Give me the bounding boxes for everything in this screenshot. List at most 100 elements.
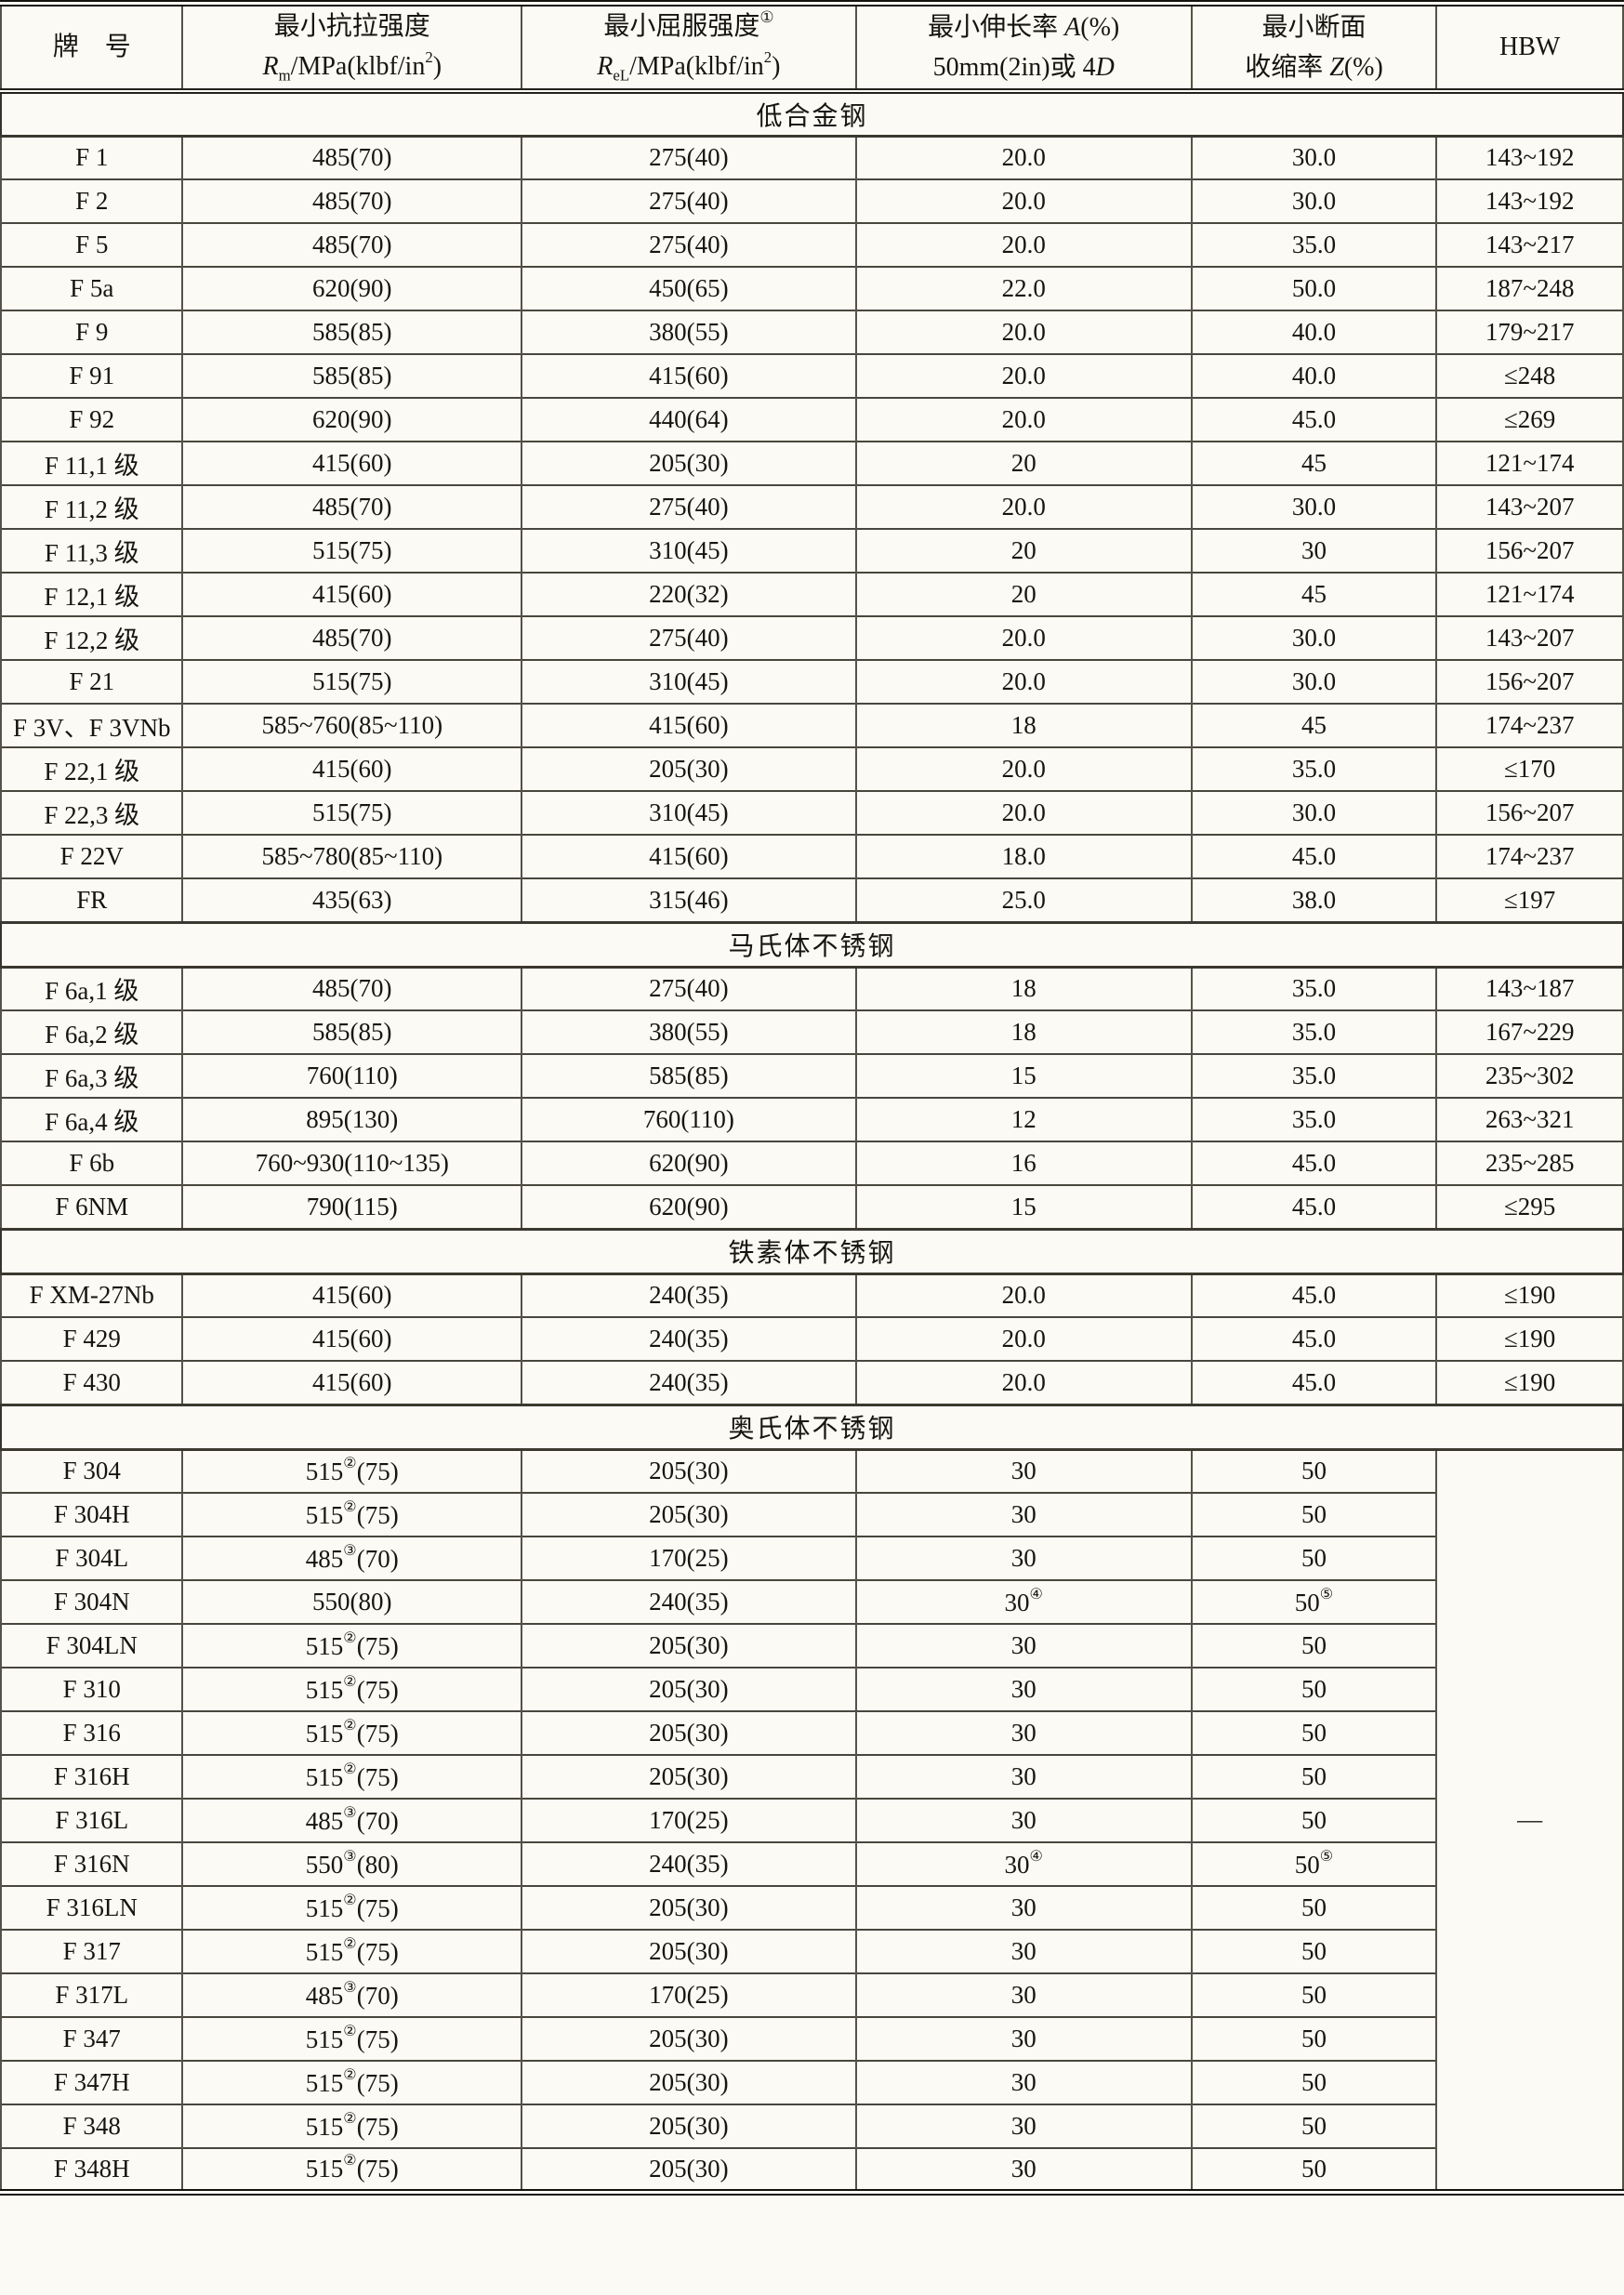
value-cell: 515②(75) bbox=[181, 1667, 523, 1712]
value-cell: 30 bbox=[854, 1492, 1193, 1537]
header-area-line2: 收缩率 Z(%) bbox=[1245, 53, 1383, 82]
table-row: F 304L 485③(70) 170(25) 30 50 bbox=[0, 1536, 1623, 1581]
value-cell: 275(40) bbox=[521, 484, 857, 530]
table-row: F 2 485(70) 275(40) 20.0 30.0 143~192 bbox=[0, 178, 1624, 224]
table-row: F 1 485(70) 275(40) 20.0 30.0 143~192 bbox=[0, 135, 1624, 180]
grade-cell: F 22,3 级 bbox=[0, 790, 184, 836]
value-cell: 30 bbox=[854, 1667, 1193, 1712]
table-row: F 317 515②(75) 205(30) 30 50 bbox=[0, 1929, 1623, 1974]
value-cell: 235~302 bbox=[1435, 1053, 1624, 1099]
value-cell: 20.0 bbox=[854, 790, 1193, 836]
table-row: F 11,2 级 485(70) 275(40) 20.0 30.0 143~207 bbox=[0, 484, 1624, 530]
value-cell: 50 bbox=[1190, 2016, 1438, 2062]
value-cell: ≤190 bbox=[1435, 1316, 1624, 1362]
value-cell: 45.0 bbox=[1190, 1316, 1438, 1362]
value-cell: 205(30) bbox=[521, 2016, 857, 2062]
value-cell: 30 bbox=[854, 1536, 1193, 1581]
header-area-line1: 最小断面 bbox=[1261, 12, 1367, 42]
value-cell: 30 bbox=[854, 1754, 1193, 1800]
value-cell: 50 bbox=[1190, 1492, 1438, 1537]
value-cell: 585(85) bbox=[181, 353, 523, 399]
value-cell: 310(45) bbox=[521, 790, 857, 836]
header-reduction-of-area: 最小断面 收缩率 Z(%) bbox=[1190, 0, 1438, 95]
value-cell: 585(85) bbox=[181, 1009, 523, 1055]
value-cell: 143~192 bbox=[1435, 135, 1624, 180]
table-row: F 304LN 515②(75) 205(30) 30 50 bbox=[0, 1623, 1623, 1668]
value-cell: 205(30) bbox=[521, 2147, 857, 2193]
table-row: F 6NM 790(115) 620(90) 15 45.0 ≤295 bbox=[0, 1184, 1624, 1230]
value-cell: 20.0 bbox=[854, 746, 1193, 792]
value-cell: 45 bbox=[1190, 703, 1438, 748]
value-cell: 415(60) bbox=[521, 834, 857, 879]
header-elongation-line1: 最小伸长率 A(%) bbox=[928, 12, 1120, 42]
value-cell: 275(40) bbox=[521, 615, 857, 661]
table-row: F 304N 550(80) 240(35) 30④ 50⑤ bbox=[0, 1579, 1623, 1625]
table-row: F 316LN 515②(75) 205(30) 30 50 bbox=[0, 1885, 1623, 1931]
value-cell: 30 bbox=[854, 1972, 1193, 2018]
grade-cell: F 317 bbox=[0, 1929, 184, 1974]
value-cell: 20.0 bbox=[854, 397, 1193, 442]
grade-cell: F 348H bbox=[0, 2147, 184, 2193]
value-cell: 205(30) bbox=[521, 2060, 857, 2105]
grade-cell: F 91 bbox=[0, 353, 184, 399]
grade-cell: F 429 bbox=[0, 1316, 184, 1362]
value-cell: 170(25) bbox=[521, 1972, 857, 2018]
value-cell: 205(30) bbox=[521, 1667, 857, 1712]
value-cell: 18 bbox=[854, 1009, 1193, 1055]
table-row: F 9 585(85) 380(55) 20.0 40.0 179~217 bbox=[0, 310, 1624, 355]
value-cell: 205(30) bbox=[521, 2104, 857, 2149]
table-row: F 91 585(85) 415(60) 20.0 40.0 ≤248 bbox=[0, 353, 1624, 399]
value-cell: 143~192 bbox=[1435, 178, 1624, 224]
section-title-row: 奥氏体不锈钢 bbox=[1, 1403, 1623, 1451]
grade-cell: F 316H bbox=[0, 1754, 184, 1800]
value-cell: 30 bbox=[854, 1448, 1193, 1494]
value-cell: 485(70) bbox=[181, 222, 523, 268]
table-row: F XM-27Nb 415(60) 240(35) 20.0 45.0 ≤190 bbox=[0, 1273, 1624, 1318]
value-cell: 20.0 bbox=[854, 353, 1193, 399]
table-row: F 6a,1 级 485(70) 275(40) 18 35.0 143~187 bbox=[0, 966, 1624, 1011]
value-cell: 380(55) bbox=[521, 1009, 857, 1055]
value-cell: ≤269 bbox=[1435, 397, 1624, 442]
value-cell: 30 bbox=[854, 2147, 1193, 2193]
header-tensile-strength: 最小抗拉强度 Rm/MPa(klbf/in2) bbox=[181, 0, 523, 95]
value-cell: 30.0 bbox=[1190, 484, 1438, 530]
value-cell: 585(85) bbox=[181, 310, 523, 355]
value-cell: 585~760(85~110) bbox=[181, 703, 523, 748]
value-cell: 20 bbox=[854, 572, 1193, 617]
value-cell: 50 bbox=[1190, 1623, 1438, 1668]
grade-cell: F 92 bbox=[0, 397, 184, 442]
value-cell: 620(90) bbox=[181, 266, 523, 311]
table-row: F 92 620(90) 440(64) 20.0 45.0 ≤269 bbox=[0, 397, 1624, 442]
value-cell: 30④ bbox=[854, 1579, 1193, 1625]
value-cell: 167~229 bbox=[1435, 1009, 1624, 1055]
table-row: F 316L 485③(70) 170(25) 30 50 bbox=[0, 1798, 1623, 1843]
grade-cell: F 12,1 级 bbox=[0, 572, 184, 617]
value-cell: 760(110) bbox=[181, 1053, 523, 1099]
grade-cell: F 21 bbox=[0, 659, 184, 705]
value-cell: 16 bbox=[854, 1141, 1193, 1186]
value-cell: 20.0 bbox=[854, 178, 1193, 224]
value-cell: 240(35) bbox=[521, 1841, 857, 1887]
header-yield-strength: 最小屈服强度① ReL/MPa(klbf/in2) bbox=[521, 0, 857, 95]
value-cell: 30.0 bbox=[1190, 135, 1438, 180]
value-cell: 45.0 bbox=[1190, 1141, 1438, 1186]
table-row: F 316N 550③(80) 240(35) 30④ 50⑤ bbox=[0, 1841, 1623, 1887]
value-cell: 485(70) bbox=[181, 135, 523, 180]
value-cell: 22.0 bbox=[854, 266, 1193, 311]
value-cell: 515②(75) bbox=[181, 1623, 523, 1668]
value-cell: 50 bbox=[1190, 1885, 1438, 1931]
value-cell: 18 bbox=[854, 966, 1193, 1011]
value-cell: 315(46) bbox=[521, 877, 857, 923]
value-cell: 143~187 bbox=[1435, 966, 1624, 1011]
value-cell: 485(70) bbox=[181, 615, 523, 661]
value-cell: 50 bbox=[1190, 1536, 1438, 1581]
value-cell: 45.0 bbox=[1190, 397, 1438, 442]
value-cell: 35.0 bbox=[1190, 746, 1438, 792]
value-cell: 50 bbox=[1190, 1972, 1438, 2018]
value-cell: 30 bbox=[854, 1885, 1193, 1931]
value-cell: 415(60) bbox=[181, 1360, 523, 1405]
value-cell: 275(40) bbox=[521, 135, 857, 180]
table-row: F 5 485(70) 275(40) 20.0 35.0 143~217 bbox=[0, 222, 1624, 268]
value-cell: ≤248 bbox=[1435, 353, 1624, 399]
value-cell: 38.0 bbox=[1190, 877, 1438, 923]
